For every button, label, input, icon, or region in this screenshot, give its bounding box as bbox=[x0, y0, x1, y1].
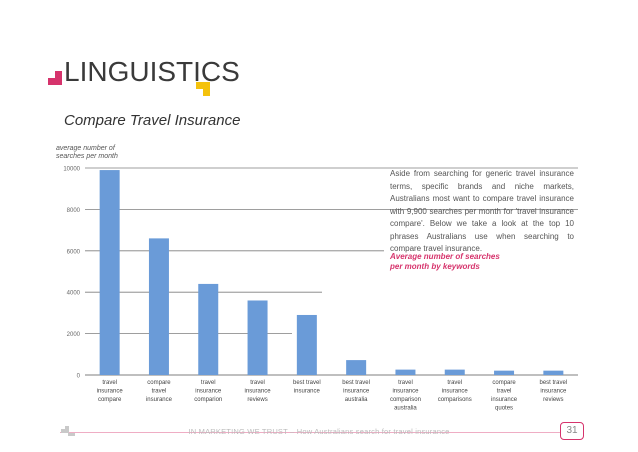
bar bbox=[296, 314, 317, 375]
page-number: 31 bbox=[560, 422, 584, 440]
chart-title: Compare Travel Insurance bbox=[64, 112, 241, 129]
y-tick-label: 2000 bbox=[67, 332, 81, 338]
side-description: Aside from searching for generic travel … bbox=[390, 169, 574, 253]
x-tick-label: travel insurance comparisons bbox=[438, 380, 472, 403]
bar bbox=[198, 283, 219, 375]
y-tick-label: 4000 bbox=[67, 291, 81, 297]
y-axis-label: average number of searches per month bbox=[56, 145, 118, 160]
x-tick-label: travel insurance reviews bbox=[245, 380, 272, 403]
x-tick-label: best travel insurance australia bbox=[342, 380, 370, 403]
bar bbox=[395, 369, 416, 375]
bar bbox=[148, 238, 169, 375]
y-tick-label: 10000 bbox=[63, 167, 80, 173]
footer-logo-icon bbox=[61, 426, 75, 436]
section-title: LINGUISTICS bbox=[64, 56, 240, 87]
y-tick-label: 8000 bbox=[67, 208, 81, 214]
bar bbox=[346, 360, 367, 375]
x-tick-label: travel insurance comparison australia bbox=[390, 380, 421, 412]
bar bbox=[444, 369, 465, 375]
x-tick-label: compare travel insurance quotes bbox=[491, 380, 518, 412]
y-tick-label: 0 bbox=[77, 374, 81, 380]
bar bbox=[247, 300, 268, 375]
logo-mark-yellow-vertical bbox=[203, 82, 210, 96]
y-tick-label: 6000 bbox=[67, 249, 81, 255]
side-chart-label: Average number of searches per month by … bbox=[390, 252, 500, 271]
x-tick-label: compare travel insurance bbox=[146, 380, 173, 403]
x-tick-label: best travel insurance bbox=[293, 380, 321, 395]
bar bbox=[494, 370, 515, 375]
footer-divider bbox=[60, 432, 582, 433]
x-tick-label: travel insurance comparion bbox=[194, 380, 222, 403]
x-tick-label: best travel insurance reviews bbox=[540, 380, 568, 403]
logo-mark-pink-vertical bbox=[55, 71, 62, 85]
footer-text: IN MARKETING WE TRUST – How Australians … bbox=[188, 427, 450, 436]
bar bbox=[543, 370, 564, 375]
x-tick-label: travel insurance compare bbox=[97, 380, 124, 403]
bar bbox=[99, 170, 120, 375]
